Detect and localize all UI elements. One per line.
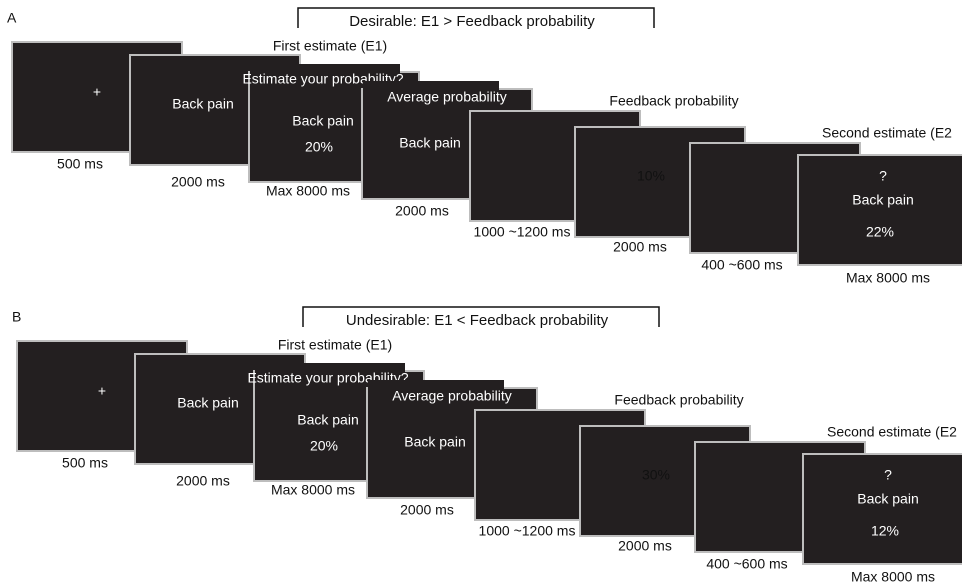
screen-text: 10%	[637, 168, 665, 184]
screen-text: +	[98, 383, 106, 399]
duration: 2000 ms	[400, 502, 454, 518]
annotation: First estimate (E1)	[273, 38, 387, 54]
screen-text: Back pain	[177, 395, 238, 411]
screen-text: Back pain	[292, 113, 353, 129]
duration: 2000 ms	[395, 203, 449, 219]
screen-header-bg	[250, 64, 400, 80]
screen-text: Back pain	[857, 491, 918, 507]
panel-label: A	[7, 10, 17, 26]
screen-text: Back pain	[297, 412, 358, 428]
screen-header-bg	[368, 380, 504, 396]
screen-text: Back pain	[404, 434, 465, 450]
duration: 2000 ms	[176, 473, 230, 489]
duration: 500 ms	[57, 156, 103, 172]
screen-text: ?	[884, 467, 892, 483]
duration: 1000 ~1200 ms	[479, 523, 576, 539]
duration: 2000 ms	[613, 239, 667, 255]
duration: 2000 ms	[618, 538, 672, 554]
bracket-text: Undesirable: E1 < Feedback probability	[346, 312, 609, 329]
screen-text: 22%	[866, 224, 894, 240]
panel: B Undesirable: E1 < Feedback probability +…	[12, 306, 962, 585]
bracket	[302, 306, 660, 327]
screen-text: +	[93, 84, 101, 100]
screen-text: ?	[879, 168, 887, 184]
duration: 400 ~600 ms	[706, 556, 787, 572]
annotation: Second estimate (E2	[822, 125, 952, 141]
duration: Max 8000 ms	[846, 270, 930, 286]
duration: 400 ~600 ms	[701, 257, 782, 273]
duration: Max 8000 ms	[851, 569, 935, 585]
bracket-text: Desirable: E1 > Feedback probability	[349, 13, 595, 30]
panel: A Desirable: E1 > Feedback probability + Ba…	[7, 7, 962, 286]
screen-text: Average probability	[392, 388, 512, 404]
screen-text: Back pain	[852, 192, 913, 208]
screen	[802, 453, 962, 565]
screen-header-bg	[363, 81, 499, 97]
screen-text: 20%	[305, 139, 333, 155]
bracket	[297, 7, 655, 28]
screen-text: Back pain	[399, 135, 460, 151]
annotation: Feedback probability	[614, 392, 743, 408]
screen-text: 30%	[642, 467, 670, 483]
screen	[797, 154, 962, 266]
annotation: First estimate (E1)	[278, 337, 392, 353]
duration: 2000 ms	[171, 174, 225, 190]
screen-text: Back pain	[172, 96, 233, 112]
duration: 500 ms	[62, 455, 108, 471]
panel-label: B	[12, 309, 21, 325]
annotation: Second estimate (E2	[827, 424, 957, 440]
duration: Max 8000 ms	[271, 482, 355, 498]
screen-text: 20%	[310, 438, 338, 454]
duration: 1000 ~1200 ms	[474, 224, 571, 240]
screen-header-bg	[255, 363, 405, 379]
screen-text: Average probability	[387, 89, 507, 105]
duration: Max 8000 ms	[266, 183, 350, 199]
screen-text: 12%	[871, 523, 899, 539]
annotation: Feedback probability	[609, 93, 738, 109]
